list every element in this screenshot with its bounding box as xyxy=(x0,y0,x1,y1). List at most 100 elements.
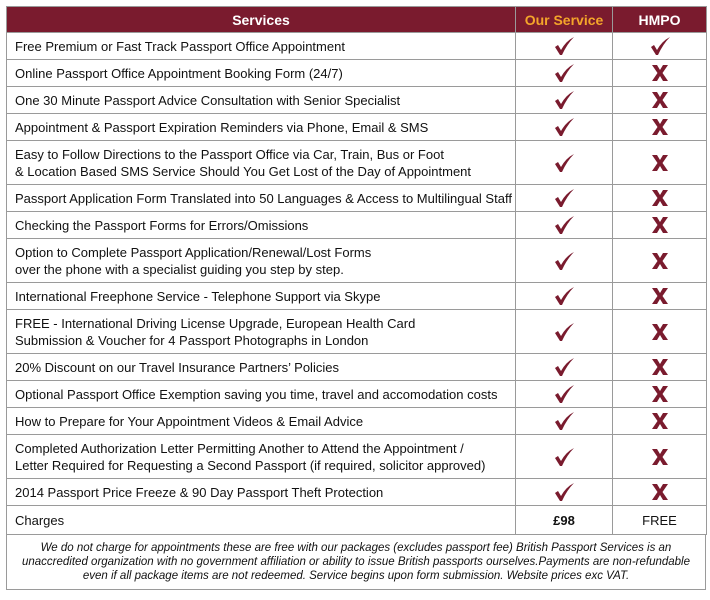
cross-icon xyxy=(651,323,668,340)
service-name: FREE - International Driving License Upg… xyxy=(6,309,516,354)
cross-icon xyxy=(651,92,668,108)
service-line: Submission & Voucher for 4 Passport Phot… xyxy=(15,332,369,348)
service-line: Checking the Passport Forms for Errors/O… xyxy=(15,217,309,233)
cross-icon xyxy=(651,448,668,465)
cross-icon xyxy=(651,413,668,429)
charges-label: Charges xyxy=(6,505,516,535)
service-row: Passport Application Form Translated int… xyxy=(6,184,707,212)
service-name: 2014 Passport Price Freeze & 90 Day Pass… xyxy=(6,478,516,506)
charges-row: Charges £98 FREE xyxy=(6,505,707,535)
comparison-table: Services Our Service HMPO Free Premium o… xyxy=(6,6,707,535)
cross-icon xyxy=(651,190,668,206)
hmpo-cell xyxy=(612,211,707,239)
hmpo-cell xyxy=(612,478,707,506)
hmpo-cell xyxy=(612,282,707,310)
service-row: Online Passport Office Appointment Booki… xyxy=(6,59,707,87)
service-line: FREE - International Driving License Upg… xyxy=(15,315,416,331)
cross-icon xyxy=(651,65,668,81)
service-name: How to Prepare for Your Appointment Vide… xyxy=(6,407,516,435)
service-row: Optional Passport Office Exemption savin… xyxy=(6,380,707,408)
check-icon xyxy=(555,216,574,234)
cross-icon xyxy=(651,359,668,375)
service-line: Easy to Follow Directions to the Passpor… xyxy=(15,146,444,162)
service-line: Completed Authorization Letter Permittin… xyxy=(15,440,464,456)
service-name: One 30 Minute Passport Advice Consultati… xyxy=(6,86,516,114)
service-row: International Freephone Service - Teleph… xyxy=(6,282,707,310)
service-name: International Freephone Service - Teleph… xyxy=(6,282,516,310)
service-row: 20% Discount on our Travel Insurance Par… xyxy=(6,353,707,381)
our-service-cell xyxy=(515,113,613,141)
cross-icon xyxy=(651,288,668,304)
our-service-cell xyxy=(515,184,613,212)
service-name: Checking the Passport Forms for Errors/O… xyxy=(6,211,516,239)
cross-icon xyxy=(651,386,668,402)
cross-icon xyxy=(651,484,668,500)
header-row: Services Our Service HMPO xyxy=(6,6,707,33)
services-comparison: Services Our Service HMPO Free Premium o… xyxy=(6,6,707,590)
hmpo-cell xyxy=(612,407,707,435)
service-line: Online Passport Office Appointment Booki… xyxy=(15,65,343,81)
hmpo-cell xyxy=(612,86,707,114)
our-charge: £98 xyxy=(515,505,613,535)
service-line: Appointment & Passport Expiration Remind… xyxy=(15,119,429,135)
service-row: Completed Authorization Letter Permittin… xyxy=(6,434,707,479)
service-name: Online Passport Office Appointment Booki… xyxy=(6,59,516,87)
cross-icon xyxy=(651,217,668,233)
service-line: Optional Passport Office Exemption savin… xyxy=(15,386,498,402)
service-line: 20% Discount on our Travel Insurance Par… xyxy=(15,359,339,375)
hmpo-cell xyxy=(612,434,707,479)
check-icon xyxy=(555,37,574,55)
hmpo-cell xyxy=(612,380,707,408)
service-name: Free Premium or Fast Track Passport Offi… xyxy=(6,32,516,60)
header-our-service: Our Service xyxy=(515,6,613,33)
header-hmpo: HMPO xyxy=(612,6,707,33)
hmpo-charge: FREE xyxy=(612,505,707,535)
check-icon xyxy=(555,447,574,466)
disclaimer-note: We do not charge for appointments these … xyxy=(6,535,706,590)
check-icon xyxy=(555,118,574,136)
hmpo-cell xyxy=(612,140,707,185)
our-service-cell xyxy=(515,86,613,114)
service-name: Easy to Follow Directions to the Passpor… xyxy=(6,140,516,185)
our-service-cell xyxy=(515,478,613,506)
our-service-cell xyxy=(515,238,613,283)
check-icon xyxy=(650,37,670,55)
check-icon xyxy=(555,153,574,172)
our-service-cell xyxy=(515,380,613,408)
cross-icon xyxy=(651,154,668,171)
our-service-cell xyxy=(515,434,613,479)
hmpo-cell xyxy=(612,113,707,141)
check-icon xyxy=(555,358,574,376)
hmpo-cell xyxy=(612,32,707,60)
service-line: Option to Complete Passport Application/… xyxy=(15,244,372,260)
hmpo-cell xyxy=(612,59,707,87)
check-icon xyxy=(555,91,574,109)
check-icon xyxy=(555,483,574,501)
service-line: Letter Required for Requesting a Second … xyxy=(15,457,486,473)
check-icon xyxy=(555,251,574,270)
service-row: Checking the Passport Forms for Errors/O… xyxy=(6,211,707,239)
check-icon xyxy=(555,385,574,403)
service-line: International Freephone Service - Teleph… xyxy=(15,288,381,304)
service-line: Passport Application Form Translated int… xyxy=(15,190,512,206)
service-line: 2014 Passport Price Freeze & 90 Day Pass… xyxy=(15,484,384,500)
hmpo-cell xyxy=(612,353,707,381)
our-service-cell xyxy=(515,140,613,185)
our-service-cell xyxy=(515,309,613,354)
service-line: One 30 Minute Passport Advice Consultati… xyxy=(15,92,401,108)
service-name: Passport Application Form Translated int… xyxy=(6,184,516,212)
check-icon xyxy=(555,287,574,305)
check-icon xyxy=(555,64,574,82)
service-row: FREE - International Driving License Upg… xyxy=(6,309,707,354)
our-service-cell xyxy=(515,407,613,435)
service-line: over the phone with a specialist guiding… xyxy=(15,261,344,277)
hmpo-cell xyxy=(612,184,707,212)
our-service-cell xyxy=(515,59,613,87)
cross-icon xyxy=(651,252,668,269)
service-row: Option to Complete Passport Application/… xyxy=(6,238,707,283)
our-service-cell xyxy=(515,211,613,239)
service-line: Free Premium or Fast Track Passport Offi… xyxy=(15,38,345,54)
our-service-cell xyxy=(515,282,613,310)
service-name: Appointment & Passport Expiration Remind… xyxy=(6,113,516,141)
check-icon xyxy=(555,322,574,341)
